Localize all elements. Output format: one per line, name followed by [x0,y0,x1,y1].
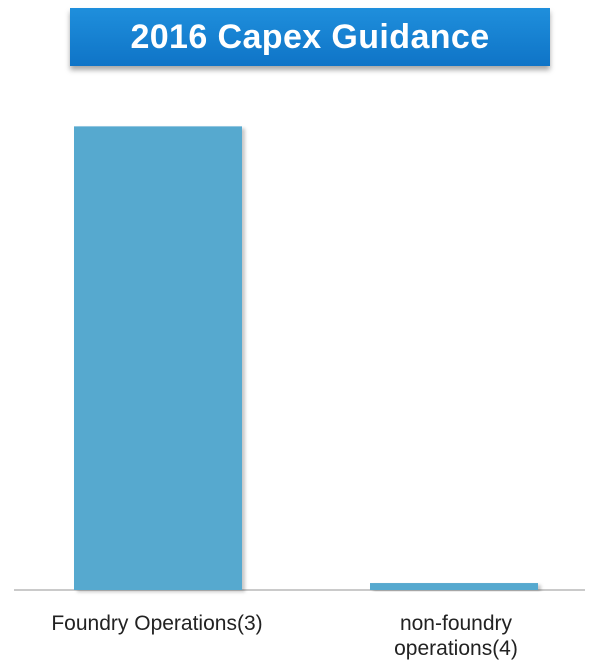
bar-2 [370,583,538,590]
bar-1 [74,126,242,590]
x-tick-label: Foundry Operations(3) [51,612,263,635]
title-banner [70,8,550,66]
chart-title: 2016 Capex Guidance [130,17,490,56]
x-tick-label: non-foundry operations(4) [394,612,518,660]
